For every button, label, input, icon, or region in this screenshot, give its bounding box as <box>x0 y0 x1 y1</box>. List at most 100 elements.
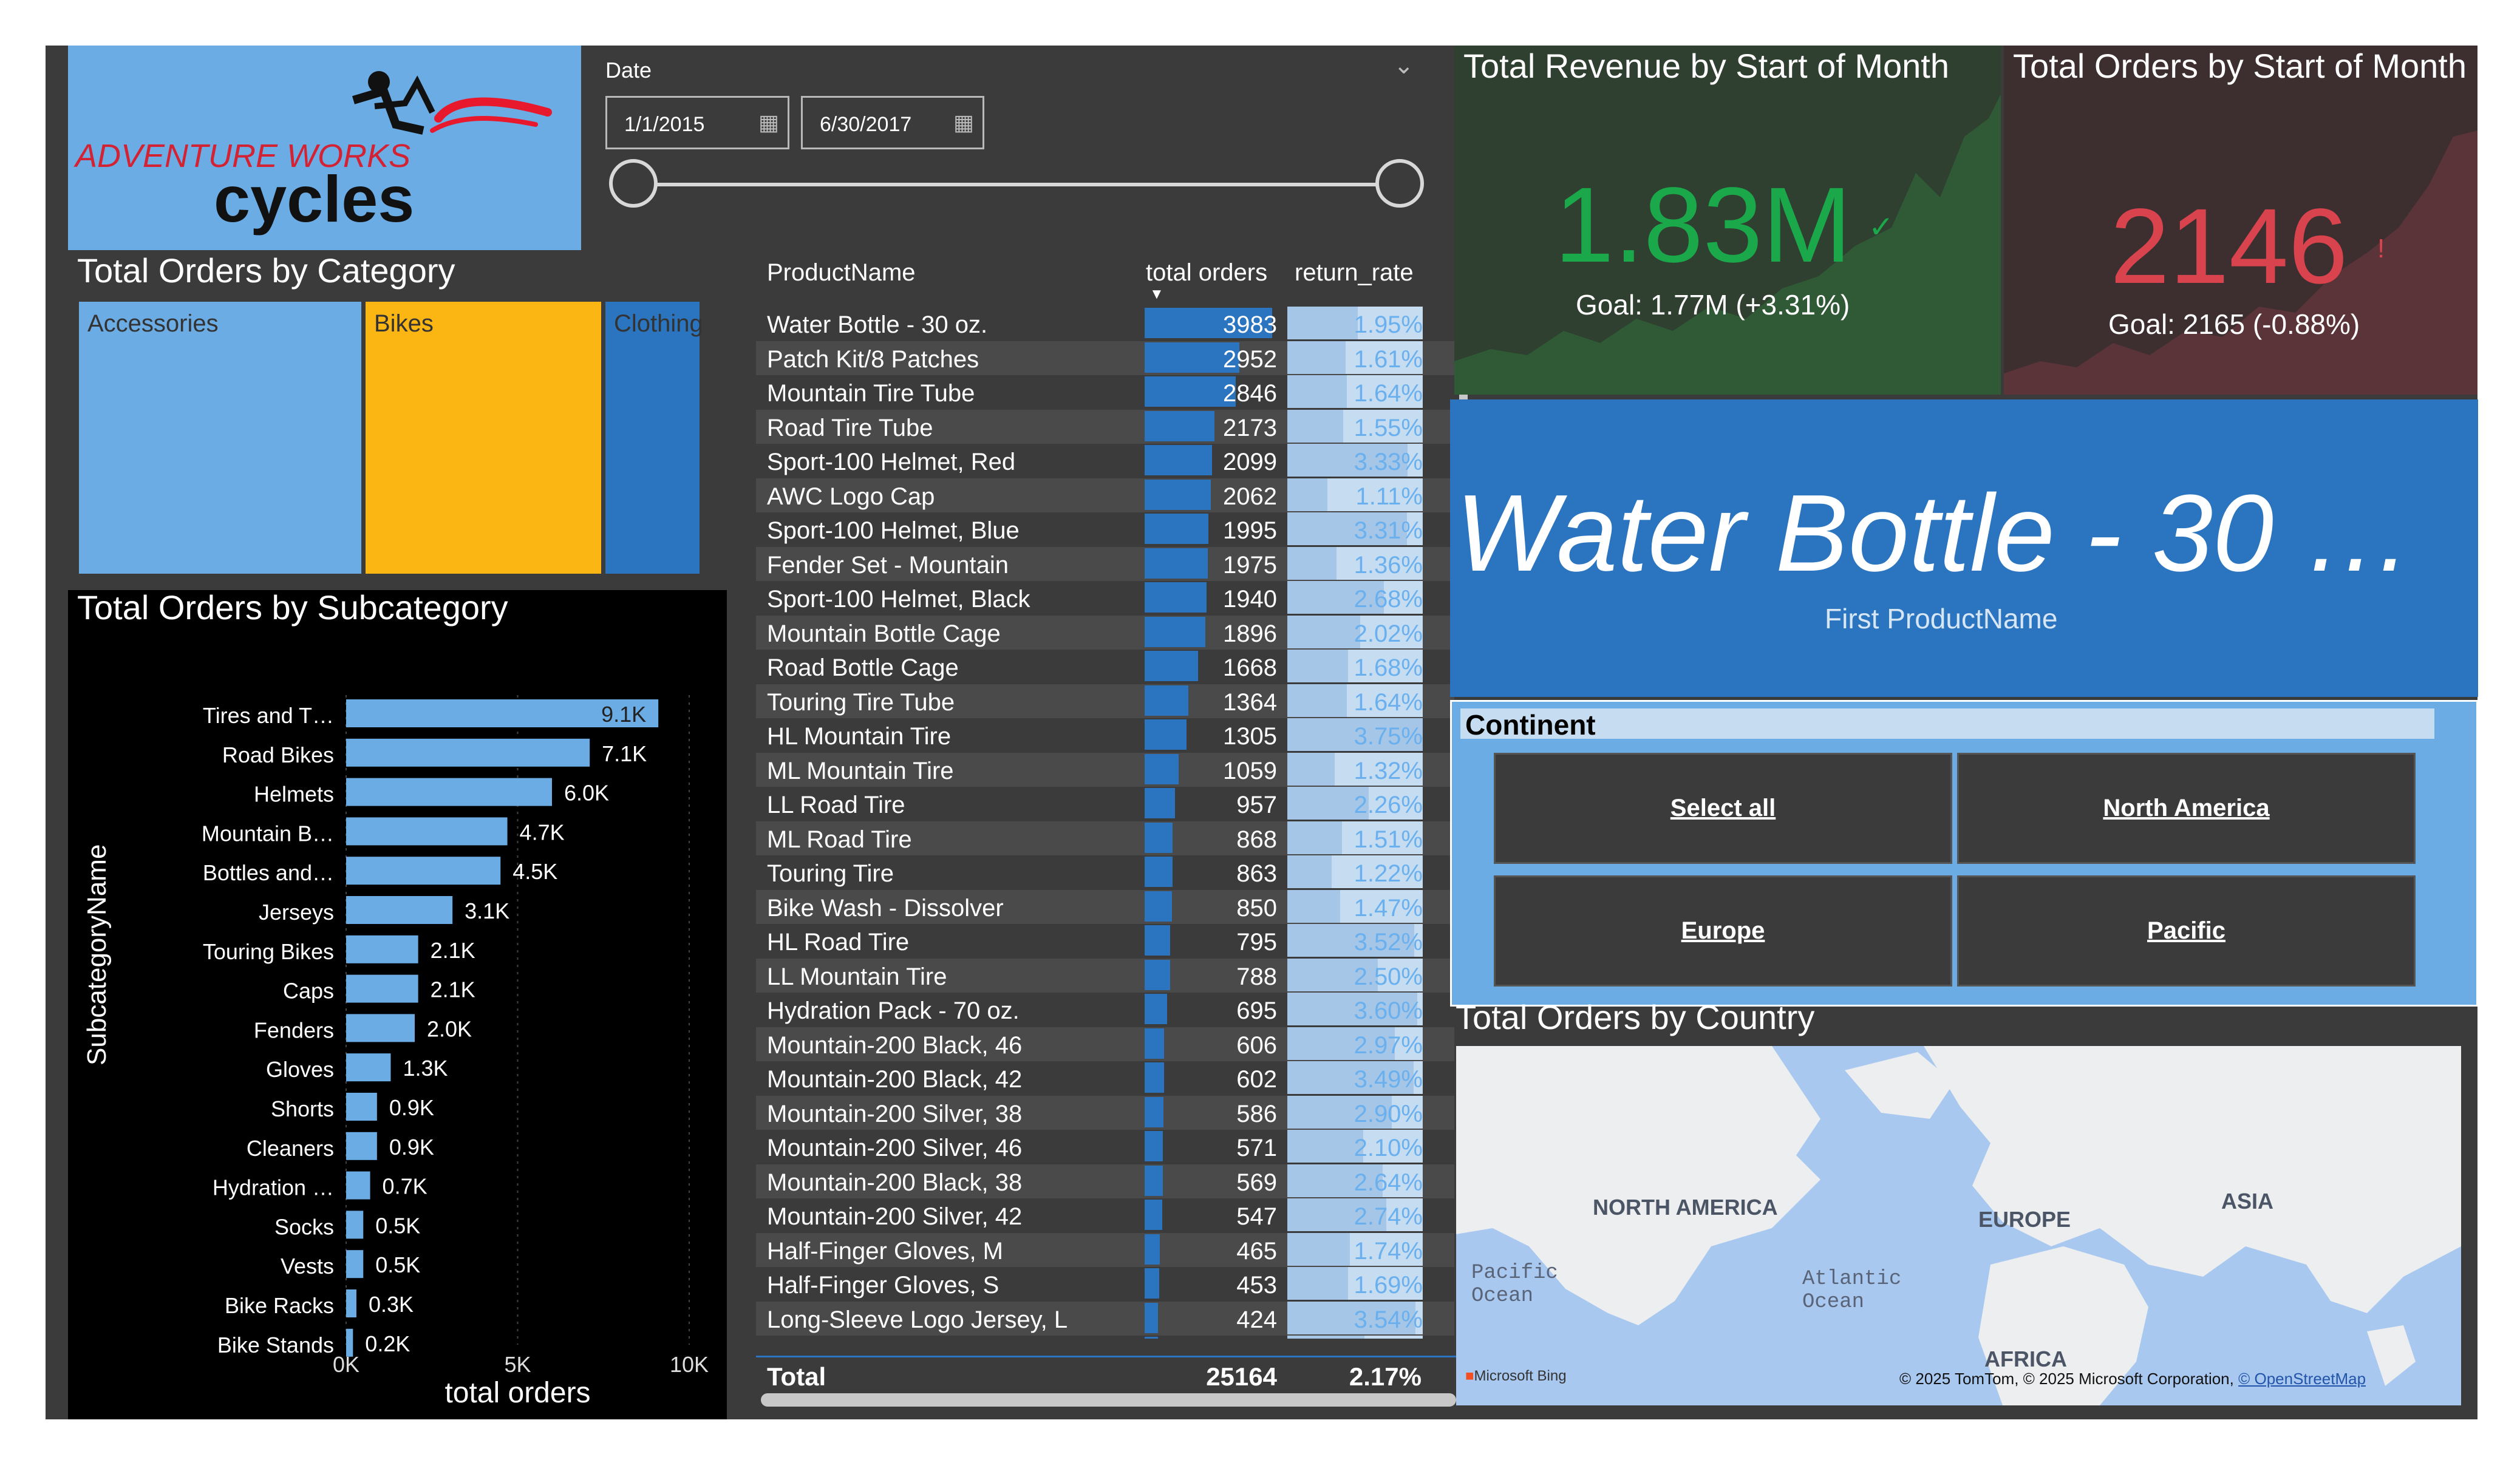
kpi-revenue-card[interactable]: Total Revenue by Start of Month 1.83M ✓ … <box>1454 46 2001 395</box>
logo: ADVENTURE WORKS cycles <box>68 46 581 250</box>
date-slider-end-handle[interactable] <box>1375 159 1424 208</box>
map-attribution: © 2025 TomTom, © 2025 Microsoft Corporat… <box>1899 1370 2366 1388</box>
table-row[interactable]: Touring Tire Tube 1364 1.64% <box>756 684 1454 718</box>
date-slider-start-handle[interactable] <box>609 159 658 208</box>
bar[interactable] <box>346 1328 353 1357</box>
table-row[interactable]: Mountain-200 Black, 42 602 3.49% <box>756 1061 1454 1095</box>
bar[interactable] <box>346 1211 364 1239</box>
bar[interactable] <box>346 974 418 1003</box>
table-row[interactable]: Long-Sleeve Logo Jersey, L 424 3.54% <box>756 1301 1454 1336</box>
kpi-orders-card[interactable]: Total Orders by Start of Month 2146 ! Go… <box>2004 46 2477 395</box>
return-rate-value: 2.26% <box>1354 792 1423 818</box>
table-row[interactable]: Mountain-200 Silver, 42 547 2.74% <box>756 1198 1454 1232</box>
bar[interactable] <box>346 817 508 846</box>
bar[interactable] <box>346 1093 377 1121</box>
table-row[interactable]: Touring Tire 863 1.22% <box>756 855 1454 889</box>
return-rate-value: 1.51% <box>1354 826 1423 853</box>
table-row[interactable]: Sport-100 Helmet, Blue 1995 3.31% <box>756 512 1454 546</box>
table-row[interactable]: Water Bottle - 30 oz. 3983 1.95% <box>756 307 1454 341</box>
chevron-down-icon[interactable]: ⌄ <box>1394 52 1414 79</box>
product-name-cell: Fender Set - Mountain <box>767 551 1009 579</box>
table-row[interactable]: ML Road Tire 868 1.51% <box>756 821 1454 855</box>
bar[interactable] <box>346 778 552 806</box>
calendar-icon[interactable]: ▦ <box>953 110 974 135</box>
continent-option-select-all[interactable]: Select all <box>1494 753 1952 864</box>
date-start-input[interactable]: 1/1/2015 ▦ <box>605 96 789 149</box>
table-row[interactable]: Sport-100 Helmet, Black 1940 2.68% <box>756 581 1454 615</box>
bar[interactable] <box>346 738 590 767</box>
table-row[interactable]: Half-Finger Gloves, S 453 1.69% <box>756 1267 1454 1301</box>
table-row[interactable]: Hydration Pack - 70 oz. 695 3.60% <box>756 993 1454 1027</box>
table-row[interactable]: Mountain-200 Black, 38 569 2.64% <box>756 1164 1454 1198</box>
total-orders-cell: 788 <box>1145 959 1284 991</box>
total-orders-cell: 850 <box>1145 890 1284 923</box>
data-label: 0.3K <box>369 1292 414 1317</box>
return-rate-value: 1.22% <box>1354 860 1423 887</box>
return-rate-value: 3.60% <box>1354 997 1423 1024</box>
treemap-tile-bikes[interactable]: Bikes <box>366 302 601 574</box>
table-row[interactable]: Mountain Bottle Cage 1896 2.02% <box>756 615 1454 650</box>
bar[interactable] <box>346 1171 370 1200</box>
calendar-icon[interactable]: ▦ <box>758 110 779 135</box>
table-horizontal-scrollbar[interactable] <box>761 1393 1456 1407</box>
table-row[interactable]: Mountain-200 Silver, 38 586 2.90% <box>756 1095 1454 1130</box>
table-row[interactable]: Fender Set - Mountain 1975 1.36% <box>756 546 1454 581</box>
openstreetmap-link[interactable]: © OpenStreetMap <box>2238 1370 2366 1388</box>
bar[interactable] <box>346 1014 415 1042</box>
table-row[interactable]: Mountain-200 Silver, 46 571 2.10% <box>756 1130 1454 1164</box>
return-rate-cell: 2.64% <box>1287 1164 1423 1197</box>
table-row[interactable]: Mountain Tire Tube 2846 1.64% <box>756 375 1454 409</box>
bar[interactable] <box>346 935 418 963</box>
column-header-total-orders[interactable]: total orders <box>1146 259 1268 286</box>
total-orders-databar <box>1145 822 1173 853</box>
total-orders-cell: 465 <box>1145 1233 1284 1266</box>
check-icon: ✓ <box>1868 210 1894 244</box>
total-orders-cell: 1896 <box>1145 616 1284 648</box>
data-label: 1.3K <box>403 1056 448 1081</box>
table-row[interactable]: ML Mountain Tire 1059 1.32% <box>756 752 1454 787</box>
table-row[interactable]: LL Mountain Tire 788 2.50% <box>756 958 1454 993</box>
treemap-tile-accessories[interactable]: Accessories <box>79 302 361 574</box>
table-row[interactable]: Mountain-200 Black, 46 606 2.97% <box>756 1027 1454 1061</box>
column-header-return-rate[interactable]: return_rate <box>1295 259 1414 286</box>
date-slider-track[interactable] <box>633 183 1397 186</box>
column-header-productname[interactable]: ProductName <box>767 259 916 286</box>
bar[interactable] <box>346 1250 364 1279</box>
table-row[interactable]: AWC Logo Cap 2062 1.11% <box>756 478 1454 512</box>
table-row[interactable]: LL Road Tire 957 2.26% <box>756 787 1454 821</box>
return-rate-databar <box>1287 375 1347 408</box>
table-row[interactable]: Patch Kit/8 Patches 2952 1.61% <box>756 341 1454 375</box>
total-orders-cell: 547 <box>1145 1198 1284 1231</box>
product-name-cell: Mountain-200 Black, 38 <box>767 1169 1023 1196</box>
bar[interactable] <box>346 857 501 885</box>
table-row[interactable]: Half-Finger Gloves, M 465 1.74% <box>756 1232 1454 1267</box>
return-rate-databar <box>1287 1232 1350 1266</box>
total-orders-databar <box>1145 925 1170 956</box>
bar[interactable] <box>346 699 659 727</box>
continent-option-europe[interactable]: Europe <box>1494 875 1952 987</box>
date-end-input[interactable]: 6/30/2017 ▦ <box>801 96 984 149</box>
table-row[interactable]: HL Mountain Tire 1305 3.75% <box>756 718 1454 752</box>
return-rate-value: 1.61% <box>1354 345 1423 373</box>
total-orders-value: 465 <box>1236 1237 1277 1265</box>
data-label: 0.7K <box>383 1174 427 1199</box>
table-row[interactable]: HL Road Tire 795 3.52% <box>756 924 1454 958</box>
country-map[interactable]: NORTH AMERICA EUROPE ASIA AFRICA Pacific… <box>1456 1046 2461 1405</box>
return-rate-databar <box>1287 1164 1383 1197</box>
return-rate-cell: 1.32% <box>1287 752 1423 786</box>
table-row[interactable]: Road Bottle Cage 1668 1.68% <box>756 650 1454 684</box>
continent-option-pacific[interactable]: Pacific <box>1957 875 2416 987</box>
bar[interactable] <box>346 1053 391 1082</box>
table-row[interactable]: Bike Wash - Dissolver 850 1.47% <box>756 889 1454 924</box>
category-label: Caps <box>283 979 334 1004</box>
bar[interactable] <box>346 896 453 924</box>
continent-option-north-america[interactable]: North America <box>1957 753 2416 864</box>
bar[interactable] <box>346 1132 377 1160</box>
bar[interactable] <box>346 1289 356 1317</box>
table-row[interactable]: Sport-100 Helmet, Red 2099 3.33% <box>756 444 1454 478</box>
total-orders-value: 1896 <box>1223 620 1277 647</box>
table-row[interactable]: Road Tire Tube 2173 1.55% <box>756 409 1454 444</box>
treemap-tile-clothing[interactable]: Clothing <box>605 302 703 574</box>
table-row[interactable]: Half-Finger Gloves, L4142.14% <box>756 1336 1454 1339</box>
